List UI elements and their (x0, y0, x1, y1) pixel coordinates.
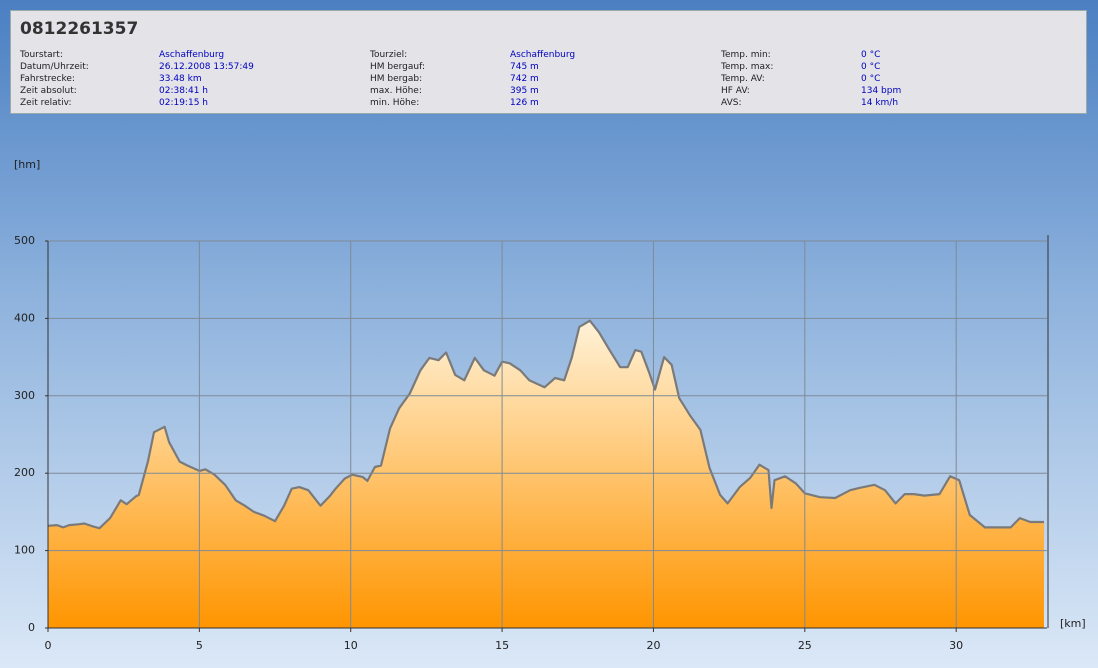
field-value: 0 °C (861, 50, 881, 60)
field-value: 745 m (510, 62, 539, 72)
y-tick-label: 500 (14, 234, 35, 247)
field-value: 33.48 km (159, 74, 202, 84)
y-tick-label: 400 (14, 311, 35, 324)
y-tick-label: 300 (14, 389, 35, 402)
field-value: 0 °C (861, 74, 881, 84)
field-label: AVS: (721, 98, 742, 108)
tour-title: 0812261357 (20, 19, 139, 39)
y-tick-label: 100 (14, 544, 35, 557)
x-tick-label: 25 (798, 639, 812, 652)
field-label: Tourstart: (20, 50, 63, 60)
field-value: Aschaffenburg (159, 50, 225, 60)
x-tick-label: 10 (344, 639, 358, 652)
field-value: Aschaffenburg (510, 50, 576, 60)
x-axis-label: [km] (1060, 617, 1086, 630)
field-label: HM bergauf: (370, 62, 425, 72)
field-label: Zeit relativ: (20, 98, 72, 108)
x-tick-label: 0 (45, 639, 52, 652)
field-value: 14 km/h (861, 98, 899, 108)
info-panel: 0812261357 Tourstart: Aschaffenburg Datum/… (10, 10, 1087, 114)
field-label: min. Höhe: (370, 98, 420, 108)
field-label: HM bergab: (370, 74, 423, 84)
field-value: 742 m (510, 74, 539, 84)
field-value: 395 m (510, 86, 539, 96)
field-value: 02:19:15 h (159, 98, 208, 108)
y-tick-label: 0 (28, 621, 35, 634)
field-value: 134 bpm (861, 86, 902, 96)
y-axis-label: [hm] (14, 158, 40, 171)
field-value: 126 m (510, 98, 539, 108)
x-tick-label: 30 (949, 639, 963, 652)
line (47, 319, 1044, 530)
y-tick-label: 200 (14, 466, 35, 479)
field-label: Temp. AV: (721, 74, 765, 84)
field-value: 26.12.2008 13:57:49 (159, 62, 254, 72)
field-label: HF AV: (721, 86, 750, 96)
field-value: 0 °C (861, 62, 881, 72)
field-label: Temp. min: (721, 50, 771, 60)
field-value: 02:38:41 h (159, 86, 208, 96)
field-label: Tourziel: (370, 50, 408, 60)
field-label: max. Höhe: (370, 86, 422, 96)
x-tick-label: 5 (196, 639, 203, 652)
x-tick-label: 15 (495, 639, 509, 652)
field-label: Temp. max: (721, 62, 774, 72)
x-tick-label: 20 (646, 639, 660, 652)
field-label: Datum/Uhrzeit: (20, 62, 89, 72)
area (48, 320, 1044, 628)
field-label: Zeit absolut: (20, 86, 77, 96)
field-label: Fahrstrecke: (20, 74, 75, 84)
